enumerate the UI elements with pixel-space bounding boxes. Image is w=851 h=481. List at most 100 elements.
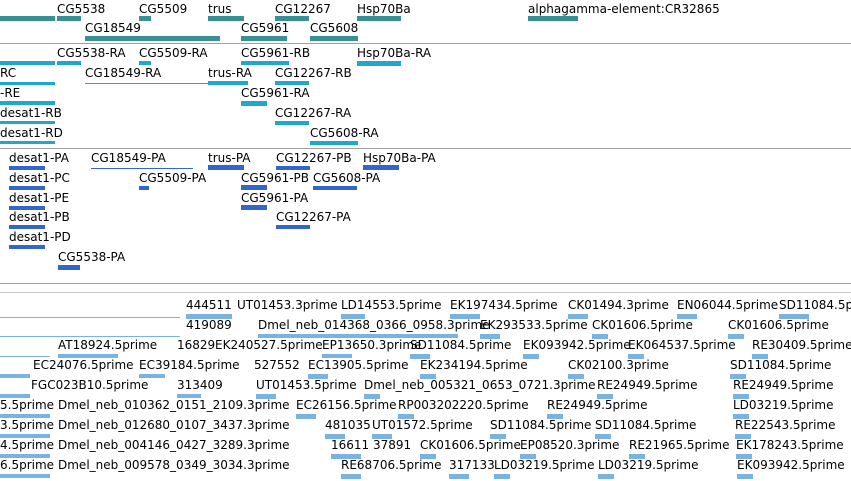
est-label[interactable]: EK093942.5prime	[523, 338, 631, 352]
est-label[interactable]: SD11084.5prime	[730, 358, 832, 372]
est-label[interactable]: 5.5prime	[0, 398, 55, 412]
est-label[interactable]: 6.5prime	[0, 458, 55, 472]
est-feature[interactable]	[372, 434, 392, 439]
est-feature[interactable]	[629, 454, 645, 459]
est-label[interactable]: EP13650.3prime	[322, 338, 422, 352]
gene-feature[interactable]	[357, 16, 401, 21]
gene-feature[interactable]	[85, 36, 220, 41]
est-label[interactable]: SD11084.5prime	[490, 418, 592, 432]
est-label[interactable]: Dmel_neb_010362_0151_2109.3prime	[58, 398, 290, 412]
protein-label[interactable]: desat1-PB	[9, 210, 70, 224]
est-label[interactable]: 317133	[449, 458, 495, 472]
est-feature[interactable]	[322, 354, 352, 358]
protein-feature[interactable]	[363, 165, 399, 170]
est-label[interactable]: 313409	[177, 378, 223, 392]
est-label[interactable]: Dmel_neb_012680_0107_3437.3prime	[58, 418, 290, 432]
est-label[interactable]: EK093942.5prime	[737, 458, 845, 472]
transcript-label[interactable]: RC	[0, 66, 17, 80]
est-label[interactable]: CK02100.3prime	[568, 358, 669, 372]
protein-feature[interactable]	[58, 265, 80, 270]
est-feature[interactable]	[735, 434, 751, 439]
est-feature[interactable]	[494, 474, 510, 479]
protein-feature[interactable]	[9, 166, 45, 170]
transcript-label[interactable]: CG5608-RA	[310, 126, 379, 140]
est-label[interactable]: EK178243.5prime	[736, 438, 844, 452]
gene-feature[interactable]	[139, 16, 151, 21]
est-feature[interactable]	[331, 454, 361, 459]
est-label[interactable]: Dmel_neb_005321_0653_0721.3prime	[364, 378, 596, 392]
est-feature[interactable]	[308, 374, 328, 379]
protein-label[interactable]: CG5961-PA	[241, 191, 309, 205]
est-feature[interactable]	[0, 394, 30, 398]
est-feature[interactable]	[0, 317, 180, 318]
transcript-feature[interactable]	[310, 141, 358, 145]
transcript-feature[interactable]	[0, 61, 55, 65]
est-label[interactable]: RE30409.5prime	[752, 338, 851, 352]
est-feature[interactable]	[325, 434, 345, 439]
est-feature[interactable]	[628, 354, 644, 359]
transcript-feature[interactable]	[0, 121, 55, 124]
transcript-label[interactable]: desat1-RD	[0, 126, 63, 140]
est-feature[interactable]	[730, 374, 746, 379]
gene-label[interactable]: CG5538	[57, 2, 106, 16]
transcript-feature[interactable]	[357, 61, 401, 66]
est-label[interactable]: LD03219.5prime	[733, 398, 834, 412]
transcript-feature[interactable]	[241, 61, 289, 65]
est-label[interactable]: EK197434.5prime	[450, 298, 558, 312]
transcript-feature[interactable]	[57, 61, 81, 65]
est-feature[interactable]	[737, 474, 753, 479]
est-feature[interactable]	[0, 454, 50, 458]
est-label[interactable]: EC39184.5prime	[139, 358, 240, 372]
est-label[interactable]: EC13905.5prime	[308, 358, 409, 372]
est-label[interactable]: EK293533.5prime	[480, 318, 588, 332]
est-label[interactable]: 481035	[325, 418, 371, 432]
protein-feature[interactable]	[9, 206, 45, 210]
protein-label[interactable]: CG5961-PB	[241, 171, 310, 185]
transcript-label[interactable]: Hsp70Ba-RA	[357, 46, 432, 60]
est-feature[interactable]	[186, 314, 232, 319]
est-label[interactable]: EC24076.5prime	[33, 358, 134, 372]
est-feature[interactable]	[0, 374, 30, 378]
est-feature[interactable]	[733, 394, 749, 399]
est-label[interactable]: 4.5prime	[0, 438, 55, 452]
est-label[interactable]: EC26156.5prime	[296, 398, 397, 412]
est-label[interactable]: RE24949.5prime	[547, 398, 648, 412]
transcript-feature[interactable]	[0, 101, 55, 105]
gene-label[interactable]: CG18549	[85, 21, 141, 35]
est-label[interactable]: RE24949.5prime	[597, 378, 698, 392]
est-feature[interactable]	[341, 314, 365, 319]
est-label[interactable]: SD11084.5p	[779, 298, 851, 312]
est-feature[interactable]	[139, 374, 165, 378]
est-label[interactable]: AT18924.5prime	[58, 338, 158, 352]
protein-label[interactable]: desat1-PD	[9, 230, 71, 244]
est-label[interactable]: 16611	[331, 438, 370, 452]
transcript-label[interactable]: desat1-RB	[0, 106, 62, 120]
gene-feature[interactable]	[208, 16, 244, 21]
transcript-label[interactable]: CG5961-RA	[241, 86, 310, 100]
est-feature[interactable]	[592, 334, 608, 339]
est-feature[interactable]	[256, 394, 276, 399]
est-feature[interactable]	[341, 474, 361, 479]
est-feature[interactable]	[420, 454, 436, 459]
transcript-label[interactable]: CG5961-RB	[241, 46, 311, 60]
protein-label[interactable]: desat1-PA	[9, 151, 69, 165]
est-feature[interactable]	[568, 314, 588, 319]
gene-feature[interactable]	[310, 36, 358, 41]
protein-feature[interactable]	[241, 185, 267, 190]
est-feature[interactable]	[520, 454, 536, 459]
est-feature[interactable]	[752, 354, 768, 359]
est-label[interactable]: CK01606.5prime	[728, 318, 829, 332]
transcript-feature[interactable]	[275, 121, 309, 125]
transcript-label[interactable]: CG12267-RB	[275, 66, 352, 80]
transcript-label[interactable]: trus-RA	[208, 66, 252, 80]
gene-feature[interactable]	[528, 16, 578, 21]
protein-label[interactable]: CG5538-PA	[58, 250, 126, 264]
est-label[interactable]: 419089	[186, 318, 232, 332]
protein-feature[interactable]	[313, 186, 357, 190]
transcript-label[interactable]: -RE	[0, 86, 21, 100]
transcript-feature[interactable]	[241, 101, 267, 106]
est-label[interactable]: CK01606.5prime	[592, 318, 693, 332]
est-label[interactable]: LD03219.5prime	[494, 458, 595, 472]
protein-label[interactable]: desat1-PC	[9, 171, 70, 185]
protein-feature[interactable]	[241, 205, 267, 210]
